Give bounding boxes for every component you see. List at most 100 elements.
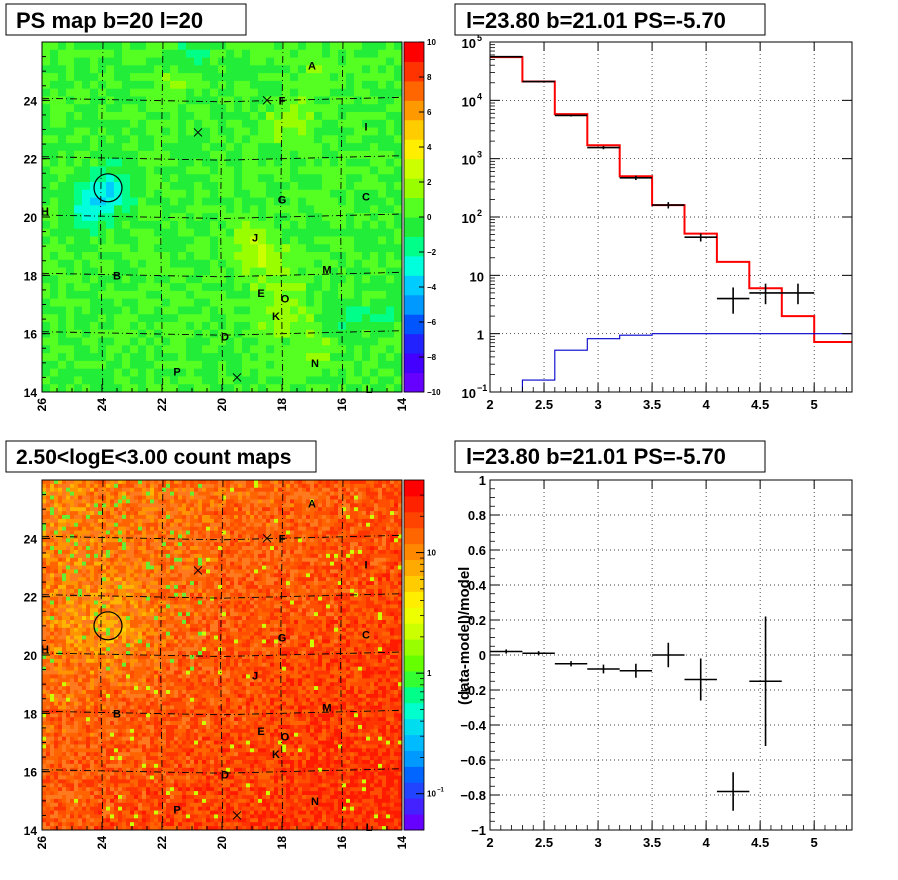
count-map-cell [146, 628, 150, 632]
count-map-cell [90, 643, 94, 647]
ps-map-cell [378, 104, 386, 112]
count-map-cell [134, 589, 138, 593]
ps-map-cell [338, 291, 346, 299]
count-map-cell [46, 791, 50, 795]
count-map-cell [82, 733, 86, 737]
ps-map-cell [378, 128, 386, 136]
count-map-cell [142, 577, 146, 581]
ps-map-cell [354, 283, 362, 291]
ps-map-cell [74, 369, 82, 377]
ps-map-cell [50, 135, 58, 143]
count-map-cell [58, 686, 62, 690]
count-map-cell [62, 484, 66, 488]
ps-map-cell [362, 330, 370, 338]
ps-map-cell [234, 50, 242, 58]
count-map-cell [42, 822, 46, 826]
count-map-cell [86, 783, 90, 787]
ps-map-cell [242, 299, 250, 307]
ps-map-cell [290, 151, 298, 159]
count-map-cell [102, 709, 106, 713]
ps-map-cell [66, 299, 74, 307]
count-map-cell [42, 531, 46, 535]
count-map-cell [82, 542, 86, 546]
ps-map-cell [394, 369, 402, 377]
count-map-cell [94, 499, 98, 503]
count-map-cell [90, 818, 94, 822]
ps-map-cell [82, 345, 90, 353]
count-map-cell [90, 566, 94, 570]
count-map-cell [142, 542, 146, 546]
count-map-cell [150, 511, 154, 515]
count-map-cell [138, 760, 142, 764]
count-map-cell [122, 686, 126, 690]
count-map-cell [134, 752, 138, 756]
y-tick-label: 14 [24, 386, 38, 400]
count-map-cell [142, 807, 146, 811]
count-map-cell [86, 577, 90, 581]
count-map-cell [130, 706, 134, 710]
ps-map-cell [210, 151, 218, 159]
count-map-cell [94, 639, 98, 643]
count-map-cell [78, 577, 82, 581]
count-map-cell [130, 741, 134, 745]
count-map-cell [110, 538, 114, 542]
count-map-cell [62, 558, 66, 562]
count-map-cell [82, 562, 86, 566]
ps-map-cell [66, 143, 74, 151]
ps-map-cell [170, 120, 178, 128]
ps-map-cell [218, 50, 226, 58]
count-map-cell [150, 531, 154, 535]
count-map-cell [50, 484, 54, 488]
count-map-cell [82, 643, 86, 647]
ps-map-cell [50, 314, 58, 322]
ps-map-cell [130, 229, 138, 237]
source-label: C [362, 192, 370, 204]
count-map-cell [50, 694, 54, 698]
count-map-cell [134, 628, 138, 632]
ps-map-cell [130, 322, 138, 330]
ps-map-cell [242, 306, 250, 314]
ps-map-cell [130, 376, 138, 384]
ps-map-cell [338, 244, 346, 252]
ps-map-cell [258, 252, 266, 260]
count-map-cell [66, 729, 70, 733]
count-map-cell [110, 787, 114, 791]
count-map-cell [46, 577, 50, 581]
ps-map-cell [58, 229, 66, 237]
ps-map-cell [330, 151, 338, 159]
count-map-cell [142, 639, 146, 643]
count-map-cell [66, 659, 70, 663]
ps-map-cell [346, 50, 354, 58]
count-map-cell [118, 744, 122, 748]
ps-map-cell [130, 306, 138, 314]
count-map-cell [74, 597, 78, 601]
ps-map-cell [218, 299, 226, 307]
count-map-cell [70, 601, 74, 605]
count-map-cell [78, 686, 82, 690]
ps-map-cell [354, 322, 362, 330]
count-map-cell [82, 519, 86, 523]
ps-map-cell [114, 384, 122, 392]
count-map-cell [54, 624, 58, 628]
ps-map-cell [338, 205, 346, 213]
count-map-cell [106, 811, 110, 815]
ps-map-cell [194, 283, 202, 291]
x-tick-label: 5 [811, 397, 818, 412]
ps-map-cell [298, 306, 306, 314]
y-tick-label: 10 [462, 211, 476, 226]
ps-map-cell [290, 338, 298, 346]
ps-map-cell [266, 345, 274, 353]
count-map-cell [146, 779, 150, 783]
count-map-cell [114, 779, 118, 783]
count-map-cell [50, 674, 54, 678]
count-map-cell [54, 818, 58, 822]
count-map-cell [50, 488, 54, 492]
count-map-cell [42, 674, 46, 678]
ps-map-cell [282, 338, 290, 346]
ps-map-cell [66, 190, 74, 198]
count-map-cell [102, 706, 106, 710]
ps-map-cell [66, 345, 74, 353]
count-map-cell [114, 655, 118, 659]
count-map-cell [154, 776, 158, 780]
count-map-cell [110, 811, 114, 815]
